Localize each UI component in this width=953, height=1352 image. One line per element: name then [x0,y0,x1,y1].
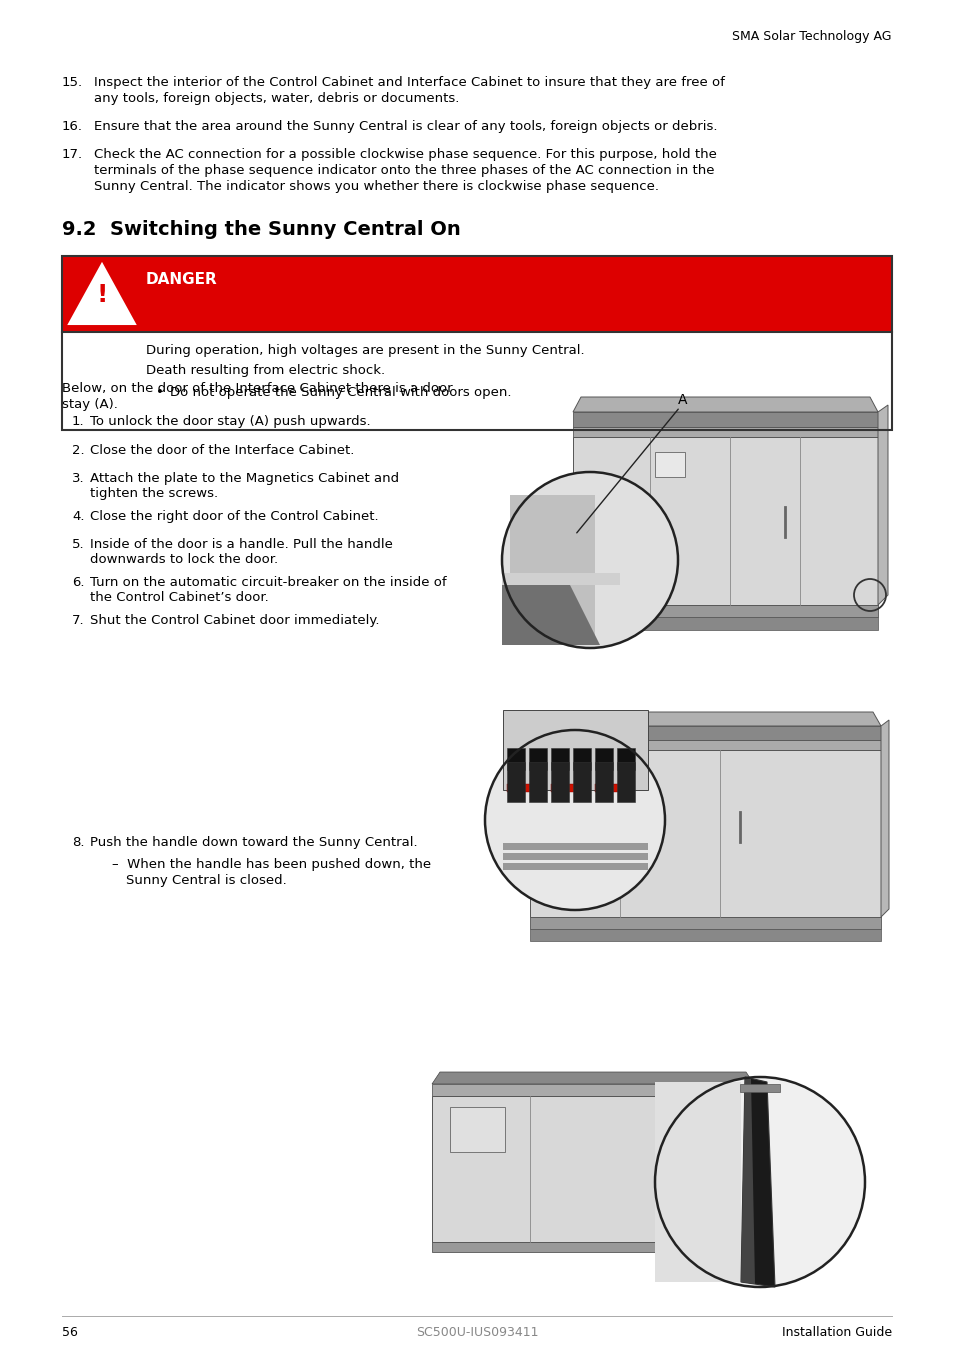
Bar [62,333,891,430]
Circle shape [618,772,638,792]
Text: Below, on the door of the Interface Cabinet there is a door: Below, on the door of the Interface Cabi… [62,383,452,395]
Bar [530,929,880,941]
Text: To unlock the door stay (A) push upwards.: To unlock the door stay (A) push upwards… [90,415,370,429]
Text: Close the right door of the Control Cabinet.: Close the right door of the Control Cabi… [90,510,378,523]
Bar [655,452,684,477]
Circle shape [484,730,664,910]
Text: Sunny Central. The indicator shows you whether there is clockwise phase sequence: Sunny Central. The indicator shows you w… [94,180,659,193]
Bar [740,1084,780,1092]
Text: SMA Solar Technology AG: SMA Solar Technology AG [732,30,891,43]
Polygon shape [530,726,880,740]
Bar [432,1242,753,1252]
Text: Shut the Control Cabinet door immediately.: Shut the Control Cabinet door immediatel… [90,614,379,627]
Text: Do not operate the Sunny Central with doors open.: Do not operate the Sunny Central with do… [170,387,511,399]
Bar [529,763,546,802]
Text: !: ! [96,283,108,307]
Bar [617,748,635,771]
Text: 3.: 3. [71,472,85,485]
Text: SC500U-IUS093411: SC500U-IUS093411 [416,1326,537,1338]
Text: 15.: 15. [62,76,83,89]
Polygon shape [573,412,877,427]
Text: During operation, high voltages are present in the Sunny Central.: During operation, high voltages are pres… [146,343,584,357]
Text: DANGER: DANGER [146,272,217,287]
Polygon shape [740,1078,754,1284]
Bar [573,763,590,802]
Polygon shape [880,721,888,917]
Polygon shape [69,264,135,324]
Bar [502,844,647,850]
Polygon shape [510,495,595,639]
Bar [530,917,880,929]
Text: Installation Guide: Installation Guide [781,1326,891,1338]
Text: A: A [678,393,687,407]
Bar [551,748,568,771]
Bar [573,748,590,771]
Text: Death resulting from electric shock.: Death resulting from electric shock. [146,364,385,377]
Text: 17.: 17. [62,147,83,161]
Polygon shape [432,1072,753,1084]
Bar [506,784,544,792]
Text: Attach the plate to the Magnetics Cabinet and
tighten the screws.: Attach the plate to the Magnetics Cabine… [90,472,398,500]
Bar [502,863,647,869]
Text: 8.: 8. [71,836,85,849]
Text: 1.: 1. [71,415,85,429]
Text: terminals of the phase sequence indicator onto the three phases of the AC connec: terminals of the phase sequence indicato… [94,164,714,177]
Text: any tools, foreign objects, water, debris or documents.: any tools, foreign objects, water, debri… [94,92,459,105]
Text: Close the door of the Interface Cabinet.: Close the door of the Interface Cabinet. [90,443,354,457]
Text: Inspect the interior of the Control Cabinet and Interface Cabinet to insure that: Inspect the interior of the Control Cabi… [94,76,724,89]
Text: Turn on the automatic circuit-breaker on the inside of
the Control Cabinet’s doo: Turn on the automatic circuit-breaker on… [90,576,446,604]
Text: stay (A).: stay (A). [62,397,118,411]
Text: 2.: 2. [71,443,85,457]
Bar [62,256,891,333]
Polygon shape [877,406,887,604]
Text: 56: 56 [62,1326,78,1338]
Polygon shape [501,573,619,585]
Bar [62,256,891,430]
Polygon shape [655,1082,740,1282]
Bar [595,784,633,792]
Bar [551,763,568,802]
Circle shape [501,472,678,648]
Text: –  When the handle has been pushed down, the: – When the handle has been pushed down, … [112,859,431,871]
Bar [432,1096,753,1242]
Polygon shape [753,1078,761,1242]
Polygon shape [573,397,877,412]
Bar [573,437,877,604]
Text: Sunny Central is closed.: Sunny Central is closed. [126,873,287,887]
Text: Ensure that the area around the Sunny Central is clear of any tools, foreign obj: Ensure that the area around the Sunny Ce… [94,120,717,132]
Polygon shape [432,1084,753,1096]
Polygon shape [573,427,877,437]
Bar [502,710,647,790]
Polygon shape [530,740,880,750]
Circle shape [655,1078,864,1287]
Text: Inside of the door is a handle. Pull the handle
downwards to lock the door.: Inside of the door is a handle. Pull the… [90,538,393,566]
Bar [551,784,588,792]
Bar [450,1107,504,1152]
Text: 9.2  Switching the Sunny Central On: 9.2 Switching the Sunny Central On [62,220,460,239]
Text: 4.: 4. [71,510,85,523]
Text: 6.: 6. [71,576,85,589]
Text: •: • [156,387,164,399]
Bar [529,748,546,771]
Bar [595,748,613,771]
Bar [595,763,613,802]
Bar [502,853,647,860]
Text: 7.: 7. [71,614,85,627]
Polygon shape [501,575,599,645]
Bar [617,763,635,802]
Text: 16.: 16. [62,120,83,132]
Text: 5.: 5. [71,538,85,552]
Text: Check the AC connection for a possible clockwise phase sequence. For this purpos: Check the AC connection for a possible c… [94,147,716,161]
Bar [506,763,524,802]
Bar [530,750,880,917]
Bar [506,748,524,771]
Bar [573,604,877,617]
Polygon shape [740,1078,774,1287]
Polygon shape [530,713,880,726]
Bar [573,617,877,630]
Text: Push the handle down toward the Sunny Central.: Push the handle down toward the Sunny Ce… [90,836,417,849]
